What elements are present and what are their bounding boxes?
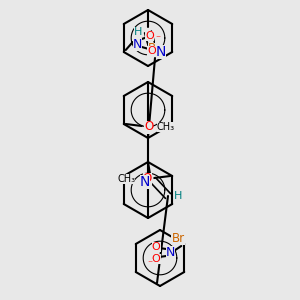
Text: N: N [156, 45, 166, 59]
Text: Br: Br [148, 43, 161, 56]
Text: O: O [146, 31, 154, 41]
Text: O: O [142, 172, 152, 185]
Text: H: H [134, 27, 142, 37]
Text: O: O [152, 242, 161, 252]
Text: N: N [133, 38, 142, 50]
Text: O: O [147, 46, 156, 56]
Text: H: H [174, 191, 182, 201]
Text: Br: Br [171, 232, 184, 244]
Text: O: O [152, 254, 161, 264]
Text: ⁻: ⁻ [148, 259, 153, 269]
Text: CH₃: CH₃ [157, 122, 175, 132]
Text: ⁻: ⁻ [155, 34, 160, 44]
Text: O: O [144, 121, 153, 134]
Text: CH₃: CH₃ [117, 174, 135, 184]
Text: N: N [166, 245, 175, 259]
Text: N: N [140, 175, 150, 189]
